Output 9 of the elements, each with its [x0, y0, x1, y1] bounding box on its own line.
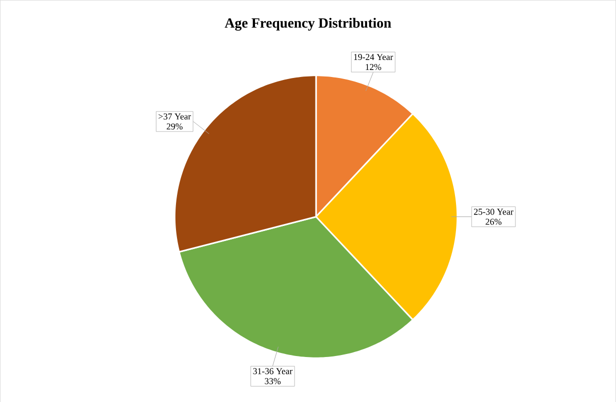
- slice-label: 31-36 Year: [253, 368, 292, 374]
- data-label: 29%: [166, 123, 183, 130]
- slice-label: >37 Year: [158, 113, 191, 120]
- slice-label: 19-24 Year: [354, 54, 394, 60]
- chart-title: Age Frequency Distribution: [224, 18, 392, 30]
- data-label: 33%: [264, 378, 281, 384]
- slice-label: 25-30 Year: [474, 208, 514, 215]
- data-label: 26%: [486, 218, 502, 225]
- data-label: 12%: [366, 64, 382, 70]
